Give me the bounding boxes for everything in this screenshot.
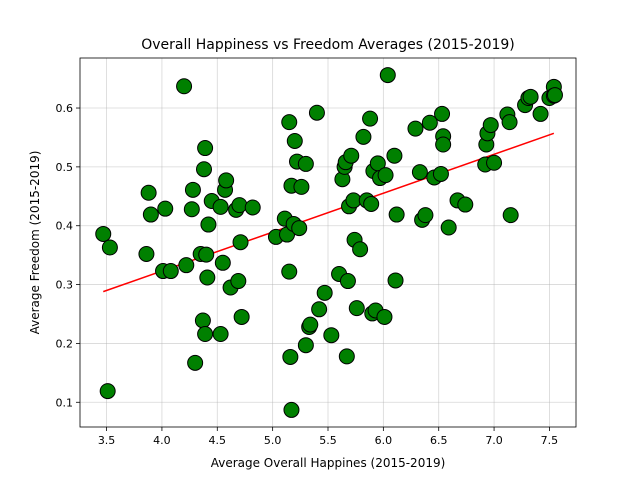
data-point: [244, 199, 261, 216]
data-point: [196, 161, 212, 178]
data-point: [376, 308, 393, 325]
data-point: [387, 272, 404, 289]
data-point: [502, 207, 519, 224]
x-tick-label: 3.5: [98, 434, 116, 447]
data-point: [187, 354, 204, 371]
data-point: [162, 263, 179, 280]
data-point: [286, 132, 303, 149]
data-point: [233, 308, 250, 325]
data-point: [532, 105, 549, 122]
x-tick-label: 6.5: [430, 434, 448, 447]
x-tick-label: 5.0: [264, 434, 282, 447]
data-point: [377, 167, 394, 184]
data-point: [199, 269, 216, 286]
data-point: [218, 172, 235, 189]
x-tick-label: 7.5: [541, 434, 559, 447]
data-point: [311, 301, 328, 318]
y-tick-label: 0.3: [56, 279, 74, 292]
data-point: [142, 206, 159, 223]
data-point: [194, 312, 211, 329]
data-point: [232, 234, 249, 251]
data-point: [293, 178, 310, 195]
data-point: [345, 192, 362, 209]
data-point: [379, 67, 396, 84]
data-point: [198, 246, 215, 263]
data-point: [99, 383, 116, 400]
data-point: [417, 207, 434, 224]
x-tick-label: 6.0: [375, 434, 393, 447]
data-point: [283, 401, 300, 418]
data-point: [214, 254, 231, 271]
data-point: [95, 225, 112, 242]
x-tick-label: 4.5: [209, 434, 227, 447]
data-point: [546, 87, 563, 104]
x-tick-label: 5.5: [319, 434, 337, 447]
data-point: [355, 128, 372, 145]
x-axis-label: Average Overall Happines (2015-2019): [211, 456, 446, 470]
x-tick-label: 4.0: [153, 434, 171, 447]
data-point: [339, 273, 356, 290]
data-point: [212, 326, 229, 343]
data-point: [157, 200, 174, 217]
data-point: [200, 216, 217, 233]
data-point: [230, 273, 247, 290]
data-point: [281, 263, 298, 280]
data-point: [407, 120, 424, 137]
data-point: [291, 220, 308, 237]
data-point: [184, 181, 201, 198]
y-tick-label: 0.5: [56, 161, 74, 174]
y-tick-label: 0.4: [56, 220, 74, 233]
data-point: [348, 300, 365, 317]
data-point: [432, 165, 449, 182]
data-point: [486, 154, 503, 171]
y-tick-label: 0.6: [56, 102, 74, 115]
x-tick-label: 7.0: [485, 434, 503, 447]
data-point: [323, 327, 340, 344]
data-point: [231, 197, 248, 214]
data-point: [297, 337, 314, 354]
data-point: [197, 326, 214, 343]
data-point: [482, 117, 499, 134]
y-tick-label: 0.1: [56, 396, 74, 409]
data-point: [386, 147, 403, 164]
data-point: [501, 114, 518, 131]
data-point: [352, 241, 369, 258]
y-axis-label: Average Freedom (2015-2019): [28, 151, 42, 335]
data-point: [308, 104, 325, 121]
y-axis: 0.1 0.2 0.3 0.4 0.5 0.6: [56, 102, 80, 409]
data-point: [297, 155, 314, 172]
data-point: [388, 206, 405, 223]
data-point: [363, 195, 380, 212]
data-point: [338, 348, 355, 365]
data-point: [302, 316, 319, 333]
data-point: [197, 140, 214, 157]
data-point: [282, 348, 299, 365]
data-point: [411, 164, 428, 181]
data-point: [434, 105, 451, 122]
data-point: [176, 78, 193, 95]
data-point: [178, 257, 195, 274]
data-point: [435, 136, 452, 153]
x-axis: 3.5 4.0 4.5 5.0 5.5 6.0 6.5 7.0 7.5: [98, 427, 558, 447]
chart-title: Overall Happiness vs Freedom Averages (2…: [141, 37, 515, 53]
data-point: [522, 88, 539, 105]
points-layer: [95, 67, 563, 418]
data-point: [362, 110, 379, 127]
y-tick-label: 0.2: [56, 337, 74, 350]
data-point: [343, 147, 360, 164]
data-point: [212, 198, 229, 215]
data-point: [138, 245, 155, 262]
data-point: [183, 201, 200, 218]
data-point: [421, 114, 438, 131]
data-point: [457, 196, 474, 213]
data-point: [440, 219, 457, 236]
data-point: [281, 114, 298, 131]
data-point: [316, 284, 333, 301]
data-point: [101, 239, 118, 256]
data-point: [140, 184, 157, 201]
